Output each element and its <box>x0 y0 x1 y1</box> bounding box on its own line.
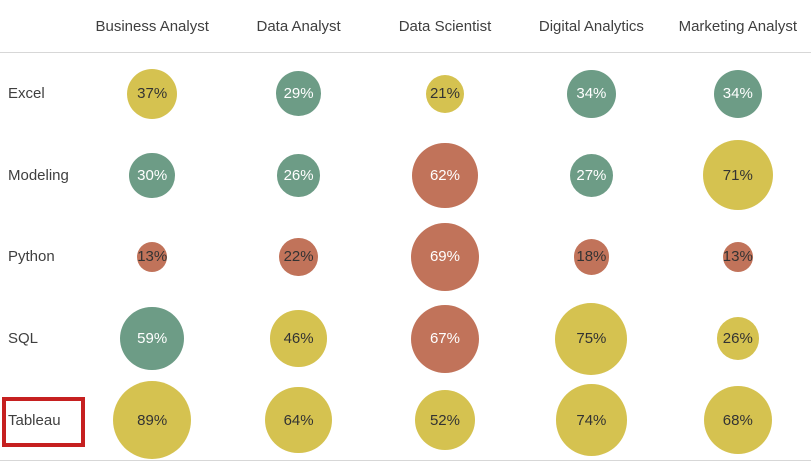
bubble-mark[interactable]: 64% <box>265 386 332 454</box>
bubble-cell: 71% <box>665 135 811 217</box>
row-label-excel[interactable]: Excel <box>8 85 45 103</box>
bubble-cell: 37% <box>79 53 225 135</box>
bubble-cell: 13% <box>79 216 225 298</box>
bubble-cell: 75% <box>518 298 664 380</box>
bubble-cell: 69% <box>372 216 518 298</box>
bubble-mark[interactable]: 71% <box>702 140 773 211</box>
bubble-cell: 18% <box>518 216 664 298</box>
row-label-python[interactable]: Python <box>8 248 55 266</box>
bottom-divider <box>0 460 811 461</box>
bubble-mark[interactable]: 27% <box>569 153 613 197</box>
bubble-cell: 26% <box>225 135 371 217</box>
bubble-cell: 34% <box>518 53 664 135</box>
bubble-cell: 21% <box>372 53 518 135</box>
bubble-cell: 52% <box>372 379 518 461</box>
bubble-mark[interactable]: 30% <box>129 152 175 199</box>
bubble-cell: 27% <box>518 135 664 217</box>
matrix-row: Tableau 89% 64% 52% 74% 68% <box>0 379 811 461</box>
bubble-mark[interactable]: 21% <box>425 74 464 113</box>
matrix-row: Excel 37% 29% 21% 34% 34% <box>0 53 811 135</box>
bubble-mark[interactable]: 34% <box>567 69 616 118</box>
bubble-mark[interactable]: 22% <box>279 237 319 277</box>
bubble-mark[interactable]: 69% <box>410 222 480 292</box>
bubble-mark[interactable]: 59% <box>120 306 185 371</box>
column-header[interactable]: Data Analyst <box>256 17 341 35</box>
row-label-modeling[interactable]: Modeling <box>8 166 69 184</box>
bubble-cell: 68% <box>665 379 811 461</box>
bubble-cell: 59% <box>79 298 225 380</box>
bubble-mark[interactable]: 62% <box>412 142 478 209</box>
bubble-cell: 46% <box>225 298 371 380</box>
bubble-mark[interactable]: 67% <box>411 304 479 373</box>
bubble-mark[interactable]: 26% <box>716 317 759 360</box>
bubble-cell: 74% <box>518 379 664 461</box>
bubble-mark[interactable]: 52% <box>415 390 475 451</box>
bubble-cell: 13% <box>665 216 811 298</box>
bubble-mark[interactable]: 46% <box>270 310 327 367</box>
bubble-cell: 64% <box>225 379 371 461</box>
bubble-mark[interactable]: 74% <box>555 384 628 456</box>
bubble-mark[interactable]: 68% <box>703 385 772 455</box>
bubble-cell: 29% <box>225 53 371 135</box>
matrix-body: Excel 37% 29% 21% 34% 34% Modeling 30% 26% 62% 27%… <box>0 53 811 461</box>
bubble-mark[interactable]: 13% <box>137 242 167 272</box>
column-header[interactable]: Business Analyst <box>95 17 209 35</box>
row-label-tableau[interactable]: Tableau <box>8 411 61 429</box>
column-header[interactable]: Marketing Analyst <box>678 17 797 35</box>
bubble-cell: 30% <box>79 135 225 217</box>
bubble-mark[interactable]: 26% <box>277 154 320 197</box>
bubble-cell: 34% <box>665 53 811 135</box>
bubble-mark[interactable]: 13% <box>723 242 753 272</box>
bubble-cell: 67% <box>372 298 518 380</box>
matrix-row: Python 13% 22% 69% 18% 13% <box>0 216 811 298</box>
bubble-cell: 89% <box>79 379 225 461</box>
column-header[interactable]: Digital Analytics <box>538 17 644 35</box>
bubble-cell: 22% <box>225 216 371 298</box>
bubble-cell: 26% <box>665 298 811 380</box>
bubble-mark[interactable]: 75% <box>555 302 628 375</box>
bubble-mark[interactable]: 89% <box>113 381 192 460</box>
matrix-row: Modeling 30% 26% 62% 27% 71% <box>0 135 811 217</box>
bubble-cell: 62% <box>372 135 518 217</box>
column-header[interactable]: Data Scientist <box>398 17 492 35</box>
bubble-mark[interactable]: 29% <box>276 71 321 117</box>
matrix-row: SQL 59% 46% 67% 75% 26% <box>0 298 811 380</box>
column-headers: Business Analyst Data Analyst Data Scienti… <box>0 0 811 53</box>
bubble-mark[interactable]: 37% <box>126 68 178 120</box>
bubble-mark[interactable]: 34% <box>713 69 762 118</box>
bubble-mark[interactable]: 18% <box>573 239 609 275</box>
row-label-sql[interactable]: SQL <box>8 330 39 348</box>
